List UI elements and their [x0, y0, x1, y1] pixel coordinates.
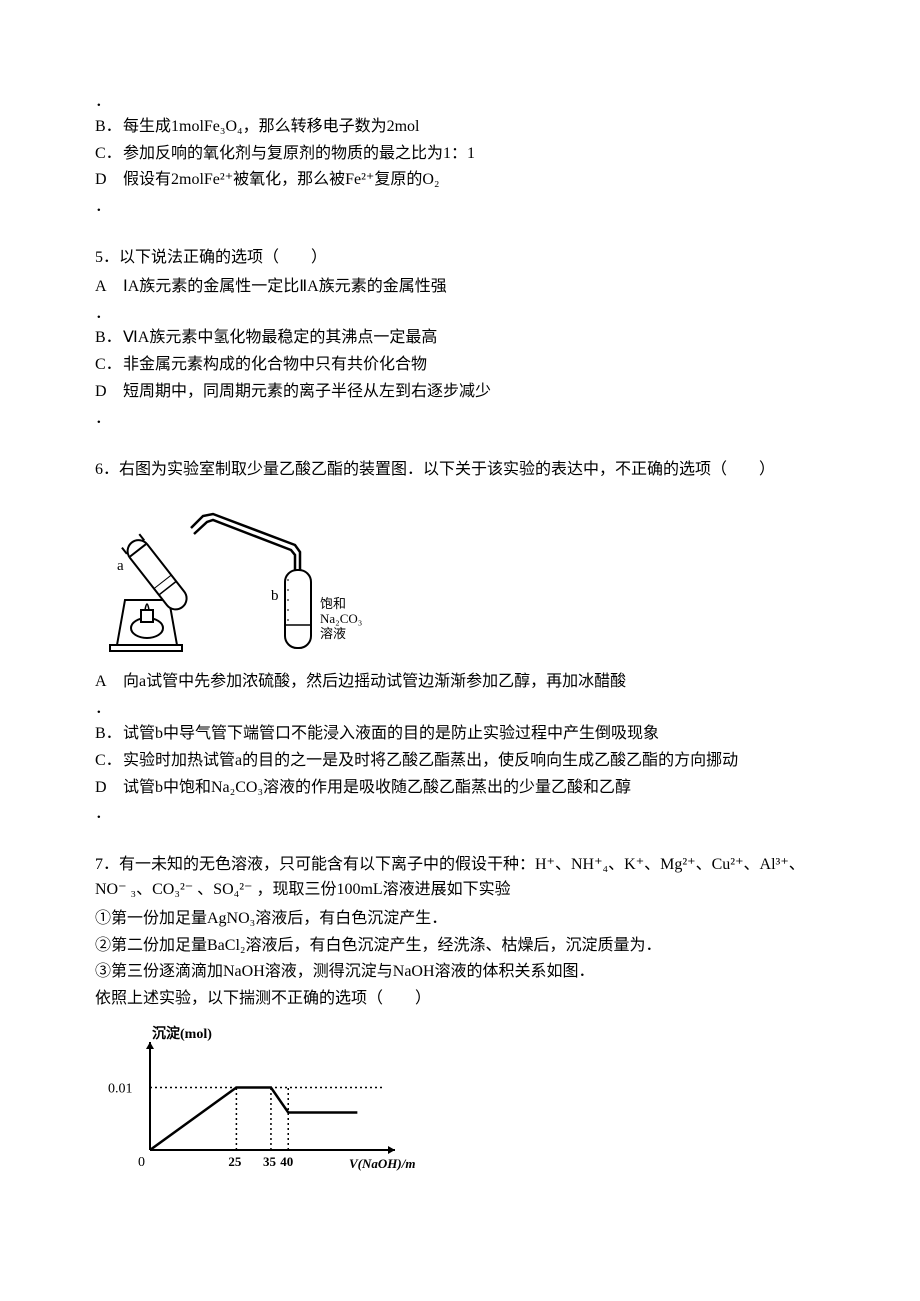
- q5-option-b: B． ⅥA族元素中氢化物最稳定的其沸点一定最高: [95, 326, 825, 351]
- option-label: B．: [95, 326, 123, 351]
- svg-text:V(NaOH)/mL: V(NaOH)/mL: [349, 1156, 415, 1171]
- label-a: a: [117, 558, 124, 574]
- option-text: 短周期中，同周期元素的离子半径从左到右逐步减少: [123, 380, 825, 405]
- option-label: A: [95, 275, 123, 300]
- option-label: B．: [95, 722, 123, 747]
- option-label: A: [95, 670, 123, 695]
- option-label: B．: [95, 115, 123, 140]
- label-right3: 溶液: [320, 626, 346, 641]
- option-label: C．: [95, 749, 123, 774]
- option-text: 非金属元素构成的化合物中只有共价化合物: [123, 353, 825, 378]
- q5-stem: 5．以下说法正确的选项（ ）: [95, 246, 825, 271]
- q5-option-c: C． 非金属元素构成的化合物中只有共价化合物: [95, 353, 825, 378]
- option-text: 试管b中导气管下端管口不能浸入液面的目的是防止实验过程中产生倒吸现象: [123, 722, 825, 747]
- q6-option-c: C． 实验时加热试管a的目的之一是及时将乙酸乙酯蒸出，使反响向生成乙酸乙酯的方向…: [95, 749, 825, 774]
- svg-text:0.01: 0.01: [108, 1081, 133, 1096]
- q6-dot-after-a: ．: [95, 697, 825, 722]
- svg-text:沉淀(mol): 沉淀(mol): [152, 1025, 212, 1042]
- option-label: D: [95, 776, 123, 801]
- q4-option-d: D 假设有2molFe²⁺被氧化，那么被Fe²⁺复原的O₂: [95, 168, 825, 193]
- option-label: D: [95, 168, 123, 193]
- option-text: 实验时加热试管a的目的之一是及时将乙酸乙酯蒸出，使反响向生成乙酸乙酯的方向挪动: [123, 749, 825, 774]
- q7-sub1: ①第一份加足量AgNO₃溶液后，有白色沉淀产生．: [95, 907, 825, 932]
- q5-dot-after-a: ．: [95, 302, 825, 327]
- q5-option-a: A ⅠA族元素的金属性一定比ⅡA族元素的金属性强: [95, 275, 825, 300]
- q7-sub4: 依照上述实验，以下揣测不正确的选项（ ）: [95, 987, 825, 1012]
- svg-text:25: 25: [228, 1154, 242, 1169]
- q4-dot-before-b: ．: [95, 90, 825, 115]
- q7-stem: 7．有一未知的无色溶液，只可能含有以下离子中的假设干种：H⁺、NH⁺₄、K⁺、M…: [95, 853, 825, 903]
- svg-text:40: 40: [280, 1154, 293, 1169]
- q6-option-a: A 向a试管中先参加浓硫酸，然后边摇动试管边渐渐参加乙醇，再加冰醋酸: [95, 670, 825, 695]
- q4-option-b: B． 每生成1molFe₃O₄，那么转移电子数为2mol: [95, 115, 825, 140]
- q7-sub2: ②第二份加足量BaCl₂溶液后，有白色沉淀产生，经洗涤、枯燥后，沉淀质量为．: [95, 934, 825, 959]
- label-right2: Na₂CO₃: [320, 611, 362, 626]
- label-right1: 饱和: [320, 596, 346, 611]
- option-label: C．: [95, 353, 123, 378]
- q7-line-chart: 沉淀(mol) V(NaOH)/mL 0.01 0 25 3540: [95, 1020, 415, 1175]
- q6-option-b: B． 试管b中导气管下端管口不能浸入液面的目的是防止实验过程中产生倒吸现象: [95, 722, 825, 747]
- option-text: 向a试管中先参加浓硫酸，然后边摇动试管边渐渐参加乙醇，再加冰醋酸: [123, 670, 825, 695]
- option-text: ⅥA族元素中氢化物最稳定的其沸点一定最高: [123, 326, 825, 351]
- option-label: D: [95, 380, 123, 405]
- q6-apparatus-figure: a b 饱和 Na₂CO₃ 溶液: [95, 490, 825, 660]
- q7-sub3: ③第三份逐滴滴加NaOH溶液，测得沉淀与NaOH溶液的体积关系如图．: [95, 960, 825, 985]
- apparatus-svg: a b 饱和 Na₂CO₃ 溶液: [95, 490, 365, 660]
- q5-dot-after-d: ．: [95, 407, 825, 432]
- svg-text:0: 0: [138, 1155, 145, 1170]
- q7-chart-figure: 沉淀(mol) V(NaOH)/mL 0.01 0 25 3540: [95, 1020, 825, 1175]
- option-text: 假设有2molFe²⁺被氧化，那么被Fe²⁺复原的O₂: [123, 168, 825, 193]
- label-b: b: [271, 588, 279, 604]
- q6-dot-after-d: ．: [95, 802, 825, 827]
- option-text: 每生成1molFe₃O₄，那么转移电子数为2mol: [123, 115, 825, 140]
- q4-option-c: C． 参加反响的氧化剂与复原剂的物质的最之比为1：1: [95, 142, 825, 167]
- q6-option-d: D 试管b中饱和Na₂CO₃溶液的作用是吸收随乙酸乙酯蒸出的少量乙酸和乙醇: [95, 776, 825, 801]
- svg-text:35: 35: [263, 1154, 277, 1169]
- q6-stem: 6．右图为实验室制取少量乙酸乙酯的装置图．以下关于该实验的表达中，不正确的选项（…: [95, 458, 825, 483]
- q5-option-d: D 短周期中，同周期元素的离子半径从左到右逐步减少: [95, 380, 825, 405]
- option-text: 试管b中饱和Na₂CO₃溶液的作用是吸收随乙酸乙酯蒸出的少量乙酸和乙醇: [123, 776, 825, 801]
- option-label: C．: [95, 142, 123, 167]
- q4-dot-after-d: ．: [95, 195, 825, 220]
- option-text: ⅠA族元素的金属性一定比ⅡA族元素的金属性强: [123, 275, 825, 300]
- option-text: 参加反响的氧化剂与复原剂的物质的最之比为1：1: [123, 142, 825, 167]
